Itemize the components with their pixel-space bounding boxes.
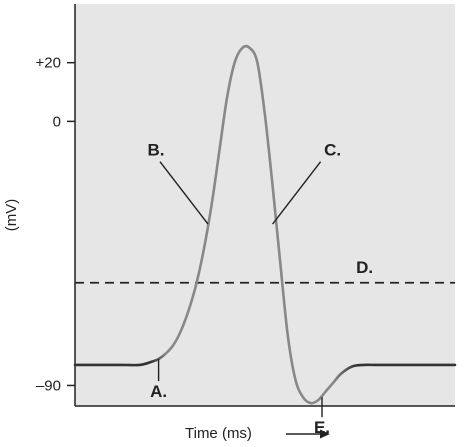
y-tick-label-0: +20: [36, 55, 61, 72]
x-axis-label: Time (ms): [185, 425, 252, 442]
y-tick-label-1: 0: [53, 113, 61, 130]
callout-label-0: A.: [150, 382, 167, 401]
y-tick-label-2: –90: [36, 377, 61, 394]
y-axis-label: (mV): [3, 199, 20, 232]
membrane-potential-curve: [73, 44, 457, 405]
callout-leader-2: [272, 161, 322, 225]
callout-label-1: B.: [148, 141, 165, 160]
plot-area: [75, 4, 455, 406]
x-axis-arrow: [286, 429, 330, 439]
callout-label-2: C.: [324, 141, 341, 160]
callout-leader-1: [159, 161, 209, 225]
callout-label-3: D.: [356, 258, 373, 277]
